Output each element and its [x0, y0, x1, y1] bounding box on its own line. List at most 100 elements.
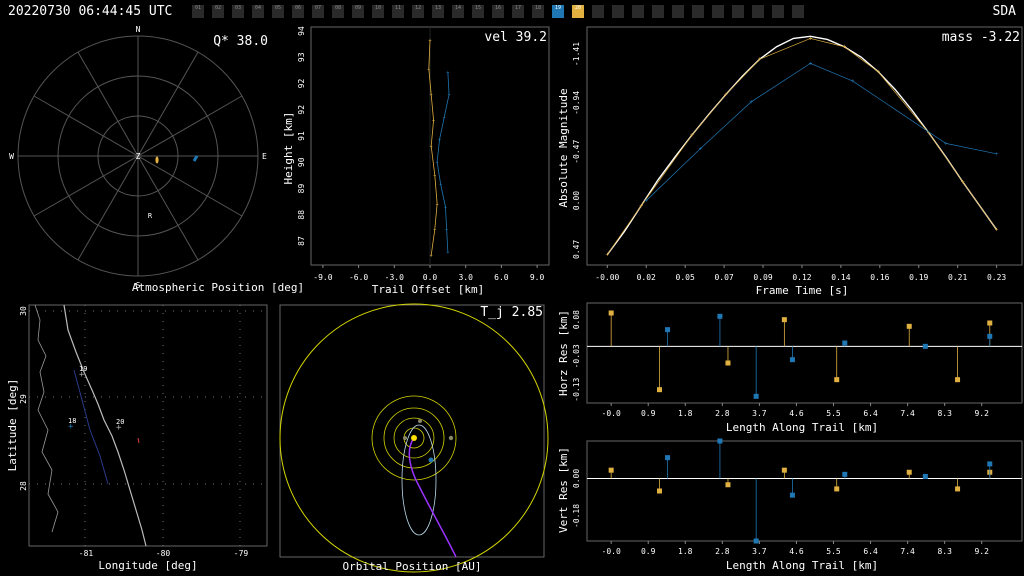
- planet-marker: [448, 435, 454, 441]
- light-series-line: [645, 62, 997, 201]
- station-box: 08: [332, 5, 344, 18]
- station-box: 17: [512, 5, 524, 18]
- y-tick-label: 90: [297, 157, 306, 167]
- map-ylabel: Latitude [deg]: [6, 379, 19, 472]
- plot-frame: [586, 302, 1023, 404]
- light-point: +: [842, 44, 846, 51]
- x-tick-label: 0.09: [753, 273, 772, 282]
- yellow-track-mark: [155, 156, 159, 164]
- station-marker: +: [68, 422, 74, 432]
- horz-ylabel: Horz Res [km]: [557, 310, 570, 396]
- residual-point: [725, 360, 731, 366]
- orbit-xlabel: Orbital Position [AU]: [342, 560, 481, 573]
- residual-point: [906, 469, 912, 475]
- station-box: 15: [472, 5, 484, 18]
- residual-point: [922, 473, 928, 479]
- trail-point: +: [432, 118, 435, 124]
- org-label: SDA: [992, 4, 1016, 19]
- y-tick-label: -0.47: [572, 139, 581, 163]
- x-tick-label: 0.07: [714, 273, 733, 282]
- residual-point: [753, 538, 759, 544]
- trail-point: +: [446, 250, 449, 256]
- light-point: +: [644, 198, 648, 205]
- x-tick-label: 5.5: [826, 409, 841, 418]
- x-tick-label: -9.0: [313, 273, 332, 282]
- light-point: +: [605, 252, 609, 259]
- x-tick-label: 3.0: [458, 273, 473, 282]
- compass-label: R: [148, 212, 153, 220]
- x-tick-label: 6.0: [494, 273, 509, 282]
- coastline: [63, 304, 147, 547]
- tj-annotation: T_j 2.85: [480, 305, 543, 320]
- y-tick-label: 92: [297, 105, 306, 115]
- residual-point: [717, 313, 723, 319]
- station-box: 09: [352, 5, 364, 18]
- x-tick-label: 8.3: [937, 409, 952, 418]
- x-tick-label: 3.7: [752, 547, 767, 556]
- y-tick-label: -0.18: [572, 504, 581, 528]
- residual-point: [789, 492, 795, 498]
- horz-residual-plot: -0.0 0.9 1.8 2.8 3.7 4.6 5.5 6.4 7.4 8.3 9.2 0.08 -0…: [572, 302, 1023, 418]
- x-tick-label: -0.00: [595, 273, 619, 282]
- residual-point: [955, 377, 961, 383]
- x-tick-label: -6.0: [349, 273, 368, 282]
- residual-point: [987, 333, 993, 339]
- plot-frame: [586, 26, 1023, 266]
- residual-point: [717, 438, 723, 444]
- residual-point: [834, 486, 840, 492]
- light-point: +: [690, 132, 694, 139]
- residual-point: [608, 467, 614, 473]
- atmospheric-position-xlabel: Atmospheric Position [deg]: [132, 281, 304, 294]
- x-tick-label: 0.23: [987, 273, 1006, 282]
- station-box: [592, 5, 604, 18]
- x-tick-label: 4.6: [789, 547, 804, 556]
- trail-point: +: [433, 228, 436, 234]
- station-box: 02: [212, 5, 224, 18]
- x-tick-label: 7.4: [900, 547, 915, 556]
- residual-point: [789, 357, 795, 363]
- residual-point: [834, 377, 840, 383]
- map-xlabel: Longitude [deg]: [98, 559, 197, 572]
- station-box: [632, 5, 644, 18]
- station-box: 14: [452, 5, 464, 18]
- y-tick-label: 89: [297, 184, 306, 194]
- planet-orbit: [393, 417, 435, 459]
- x-tick-label: 0.19: [909, 273, 928, 282]
- station-label: 20: [116, 418, 124, 426]
- residual-point: [725, 482, 731, 488]
- x-tick-label: -0.0: [602, 409, 621, 418]
- timestamp: 20220730 06:44:45 UTC: [8, 4, 173, 19]
- light-point: +: [876, 69, 880, 76]
- y-tick-label: -0.13: [572, 377, 581, 401]
- station-box: 11: [392, 5, 404, 18]
- map-y-tick: 30: [19, 306, 28, 316]
- trail-point: +: [430, 144, 433, 150]
- trail-series-line: [436, 72, 450, 253]
- station-box: 16: [492, 5, 504, 18]
- y-tick-label: -1.41: [572, 42, 581, 66]
- station-box: [792, 5, 804, 18]
- map-y-tick: 28: [19, 481, 28, 491]
- x-tick-label: 0.9: [641, 409, 656, 418]
- station-marker: +: [116, 423, 122, 433]
- light-ylabel: Absolute Magnitude: [557, 88, 570, 207]
- residual-point: [987, 461, 993, 467]
- x-tick-label: 0.21: [948, 273, 967, 282]
- x-tick-label: 8.3: [937, 547, 952, 556]
- residual-point: [657, 387, 662, 393]
- y-tick-label: -0.03: [572, 344, 581, 368]
- light-point: +: [699, 146, 703, 153]
- y-tick-label: 0.08: [572, 310, 581, 329]
- planet-marker: [418, 419, 422, 423]
- ground-track-segment: [137, 437, 140, 444]
- station-box: [772, 5, 784, 18]
- y-tick-label: -0.94: [572, 91, 581, 115]
- vert-residual-plot: -0.0 0.9 1.8 2.8 3.7 4.6 5.5 6.4 7.4 8.3 9.2 0.00 -0…: [572, 438, 1023, 556]
- light-point: +: [995, 227, 999, 234]
- planet-orbit: [383, 407, 445, 469]
- x-tick-label: 6.4: [863, 409, 878, 418]
- y-tick-label: 94: [297, 26, 306, 36]
- residual-point: [665, 327, 671, 333]
- vert-xlabel: Length Along Trail [km]: [726, 559, 878, 572]
